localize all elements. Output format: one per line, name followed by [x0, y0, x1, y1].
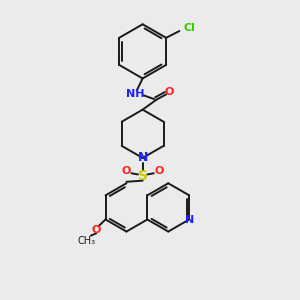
Text: O: O	[92, 225, 101, 235]
Text: CH₃: CH₃	[77, 236, 95, 246]
Text: S: S	[138, 169, 148, 183]
Text: Cl: Cl	[183, 23, 195, 33]
Text: O: O	[155, 167, 164, 176]
Text: O: O	[164, 87, 173, 97]
Text: O: O	[121, 167, 130, 176]
Text: NH: NH	[126, 89, 145, 99]
Text: N: N	[137, 152, 148, 164]
Text: N: N	[185, 215, 195, 225]
